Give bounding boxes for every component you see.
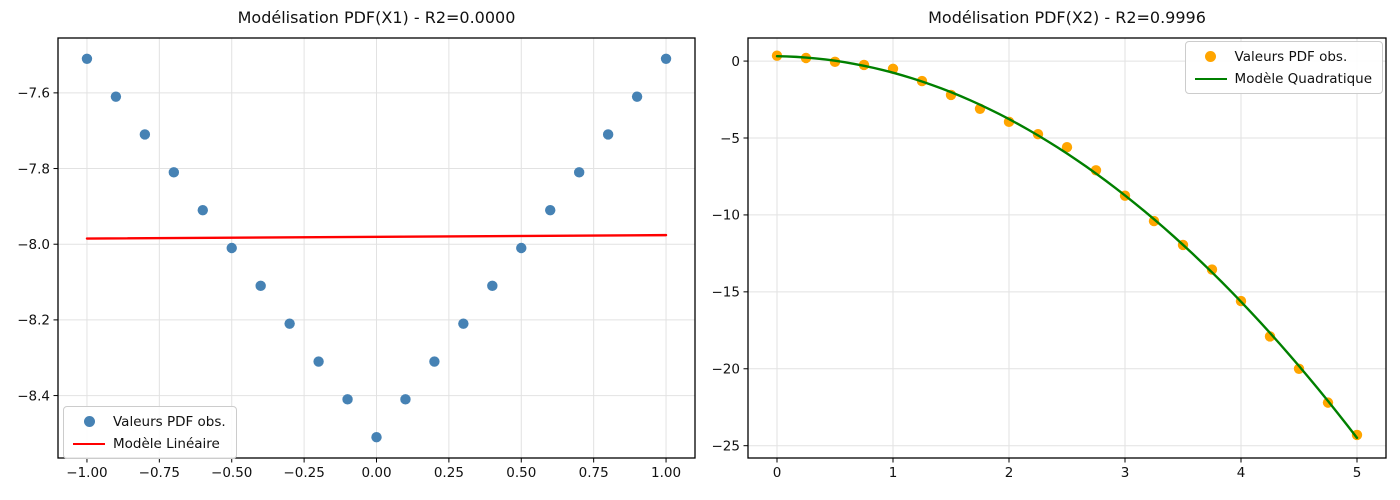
scatter-point	[255, 280, 266, 292]
legend-label: Valeurs PDF obs.	[1234, 48, 1348, 65]
legend-entry-observed: Valeurs PDF obs.	[1193, 48, 1372, 65]
scatter-point	[139, 129, 151, 140]
x-tick-label: −0.50	[211, 465, 252, 481]
x-tick-label: 0.00	[361, 465, 391, 481]
x-tick-label: 0.25	[434, 465, 464, 481]
y-tick-label: −8.4	[17, 388, 50, 404]
x-tick-label: −0.75	[139, 465, 180, 481]
scatter-point	[400, 394, 411, 405]
model-line	[775, 55, 1359, 440]
scatter-point	[573, 167, 585, 178]
scatter-point	[284, 318, 295, 329]
scatter-point	[313, 356, 324, 367]
subplot-pdf-x1: −1.00 −0.75 −0.50 −0.25 0.00 0.25 0.50 0.75 1.00…	[17, 8, 696, 481]
x-tick-label: 1.00	[651, 465, 681, 481]
x-tick-label: −0.25	[283, 465, 324, 481]
x-tick-label: 0.50	[506, 465, 536, 481]
axis-spine	[747, 37, 1387, 459]
y-tick-label: −20	[712, 362, 741, 378]
y-tick-label: −7.8	[17, 161, 50, 177]
left-plot-legend: Valeurs PDF obs. Modèle Linéaire	[63, 406, 237, 459]
x-tick-label: 3	[1121, 465, 1130, 481]
right-plot-legend: Valeurs PDF obs. Modèle Quadratique	[1184, 41, 1383, 94]
scatter-point	[1351, 429, 1363, 441]
scatter-point	[458, 318, 469, 329]
right-plot-title: Modélisation PDF(X2) - R2=0.9996	[928, 8, 1206, 27]
scatter-point	[1206, 264, 1218, 275]
scatter-point	[226, 242, 237, 254]
scatter-point	[602, 129, 614, 140]
x-tick-label: 4	[1237, 465, 1246, 481]
legend-entry-observed: Valeurs PDF obs.	[71, 413, 226, 430]
scatter-point	[1061, 142, 1073, 153]
left-plot-canvas: −1.00 −0.75 −0.50 −0.25 0.00 0.25 0.50 0.75 1.00…	[17, 37, 696, 481]
y-tick-label: 0	[731, 54, 740, 70]
y-tick-label: −8.0	[17, 237, 50, 253]
y-tick-label: −8.2	[17, 313, 50, 329]
x-tick-label: 5	[1353, 465, 1362, 481]
scatter-marker-icon	[1193, 51, 1229, 62]
scatter-point	[1264, 331, 1276, 342]
scatter-point	[487, 280, 498, 292]
model-line	[85, 233, 668, 240]
subplot-pdf-x2: 0 1 2 3 4 5 0 −5 −10 −15 −20 −25 Modélisation PDF(X…	[700, 0, 1400, 500]
x-tick-label: 2	[1005, 465, 1014, 481]
y-tick-label: −15	[712, 285, 741, 301]
x-tick-label: −1.00	[66, 465, 107, 481]
legend-label: Modèle Quadratique	[1234, 70, 1372, 87]
left-plot-title: Modélisation PDF(X1) - R2=0.0000	[237, 8, 516, 27]
y-tick-label: −10	[712, 208, 741, 224]
axis-spine	[57, 37, 696, 459]
right-plot-canvas: 0 1 2 3 4 5 0 −5 −10 −15 −20 −25	[712, 37, 1387, 481]
x-tick-label: 0.75	[579, 465, 609, 481]
y-tick-label: −5	[720, 131, 740, 147]
scatter-point	[110, 91, 122, 102]
scatter-point	[631, 91, 643, 102]
legend-label: Modèle Linéaire	[113, 435, 220, 452]
y-tick-label: −7.6	[17, 86, 50, 102]
x-tick-label: 1	[889, 465, 898, 481]
x-tick-label: 0	[773, 465, 782, 481]
scatter-point	[516, 242, 527, 254]
scatter-marker-icon	[71, 416, 107, 427]
legend-entry-quadratic-model: Modèle Quadratique	[1193, 70, 1372, 87]
scatter-point	[197, 204, 208, 216]
legend-label: Valeurs PDF obs.	[113, 413, 226, 430]
legend-entry-linear-model: Modèle Linéaire	[71, 435, 226, 452]
line-marker-icon	[71, 442, 107, 445]
scatter-point	[660, 53, 672, 65]
y-tick-label: −25	[712, 438, 741, 454]
scatter-point	[1293, 363, 1305, 374]
scatter-point	[168, 167, 180, 178]
line-marker-icon	[1193, 77, 1229, 80]
scatter-point	[81, 53, 93, 65]
scatter-point	[429, 356, 440, 367]
scatter-point	[342, 394, 353, 405]
scatter-point	[371, 431, 382, 443]
scatter-point	[545, 204, 556, 216]
